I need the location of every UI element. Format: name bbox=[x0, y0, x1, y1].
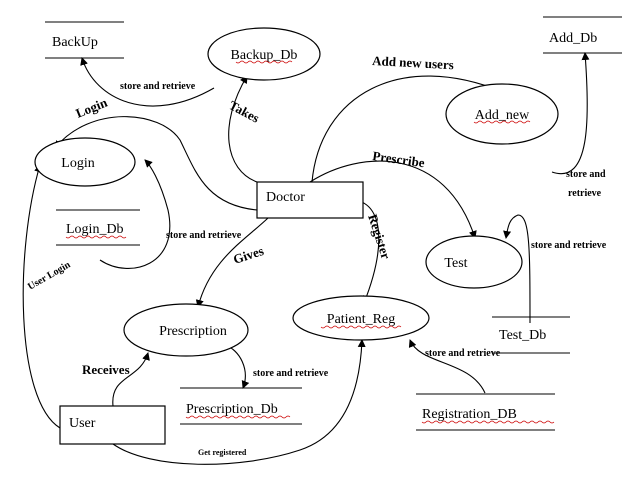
flow-user-to-prescription bbox=[112, 352, 150, 407]
label-store-retrieve-prescription: store and retrieve bbox=[253, 368, 329, 379]
flow-doctor-to-prescription bbox=[195, 217, 269, 308]
label-get-registered: Get registered bbox=[198, 448, 247, 457]
datastore-test-db: Test_Db bbox=[492, 316, 570, 354]
process-prescription-label: Prescription bbox=[159, 324, 227, 339]
label-store-retrieve-registration: store and retrieve bbox=[425, 348, 501, 359]
datastore-test-db-label: Test_Db bbox=[499, 328, 546, 343]
flow-prescription-to-db bbox=[224, 344, 250, 389]
label-retrieve-adddb: retrieve bbox=[568, 188, 602, 199]
entity-user: User bbox=[59, 405, 166, 445]
flow-user-to-patientreg bbox=[112, 339, 366, 465]
datastore-backup-label: BackUp bbox=[52, 35, 98, 50]
datastore-login-db-label: Login_Db bbox=[66, 222, 124, 237]
flow-addnew-to-adddb bbox=[551, 52, 590, 175]
label-register: Register bbox=[365, 212, 394, 261]
label-takes: Takes bbox=[227, 97, 262, 125]
datastore-add-db: Add_Db bbox=[543, 16, 622, 54]
flow-doctor-to-test bbox=[309, 160, 477, 239]
label-store-retrieve-test: store and retrieve bbox=[531, 240, 607, 251]
datastore-prescription-db-label: Prescription_Db bbox=[186, 402, 278, 417]
datastore-prescription-db: Prescription_Db bbox=[180, 387, 302, 425]
label-login: Login bbox=[74, 94, 110, 120]
process-login: Login bbox=[34, 137, 136, 187]
flow-doctor-to-login bbox=[54, 116, 258, 211]
label-user-login: User Login bbox=[26, 259, 73, 292]
label-prescribe: Prescribe bbox=[372, 148, 426, 170]
flow-user-to-login bbox=[22, 164, 61, 429]
label-store-retrieve-login: store and retrieve bbox=[166, 230, 242, 241]
entity-doctor: Doctor bbox=[256, 181, 364, 219]
flow-testdb-to-test bbox=[503, 214, 531, 324]
flow-doctor-to-patientreg bbox=[354, 199, 380, 304]
process-backup-db: Backup_Db bbox=[207, 27, 321, 81]
entity-doctor-label: Doctor bbox=[266, 190, 305, 205]
datastore-login-db: Login_Db bbox=[56, 209, 140, 246]
process-add-new: Add_new bbox=[445, 83, 559, 145]
process-add-new-label: Add_new bbox=[475, 108, 530, 123]
label-store-retrieve-backup: store and retrieve bbox=[120, 81, 196, 92]
flow-regdb-to-patientreg bbox=[408, 339, 486, 394]
datastore-add-db-label: Add_Db bbox=[549, 31, 597, 46]
entity-user-label: User bbox=[69, 416, 96, 431]
datastore-registration-db-label: Registration_DB bbox=[422, 407, 517, 422]
process-test: Test bbox=[425, 235, 523, 289]
flow-doctor-to-addnew bbox=[311, 75, 504, 183]
label-receives: Receives bbox=[82, 362, 130, 377]
process-login-label: Login bbox=[61, 156, 94, 171]
label-store-and-adddb: store and bbox=[566, 169, 606, 180]
flow-logindb-to-login bbox=[99, 159, 171, 269]
flow-backupdb-to-backup bbox=[80, 57, 215, 107]
process-backup-db-label: Backup_Db bbox=[231, 48, 298, 63]
process-test-label: Test bbox=[444, 256, 467, 271]
process-prescription: Prescription bbox=[123, 303, 249, 357]
process-patient-reg-label: Patient_Reg bbox=[327, 312, 395, 327]
datastore-registration-db: Registration_DB bbox=[416, 393, 555, 431]
label-add-new-users: Add new users bbox=[372, 53, 454, 72]
datastore-backup: BackUp bbox=[45, 21, 124, 59]
flow-doctor-to-backupdb bbox=[228, 75, 258, 183]
process-patient-reg: Patient_Reg bbox=[292, 295, 430, 341]
flow-lines bbox=[22, 52, 590, 465]
